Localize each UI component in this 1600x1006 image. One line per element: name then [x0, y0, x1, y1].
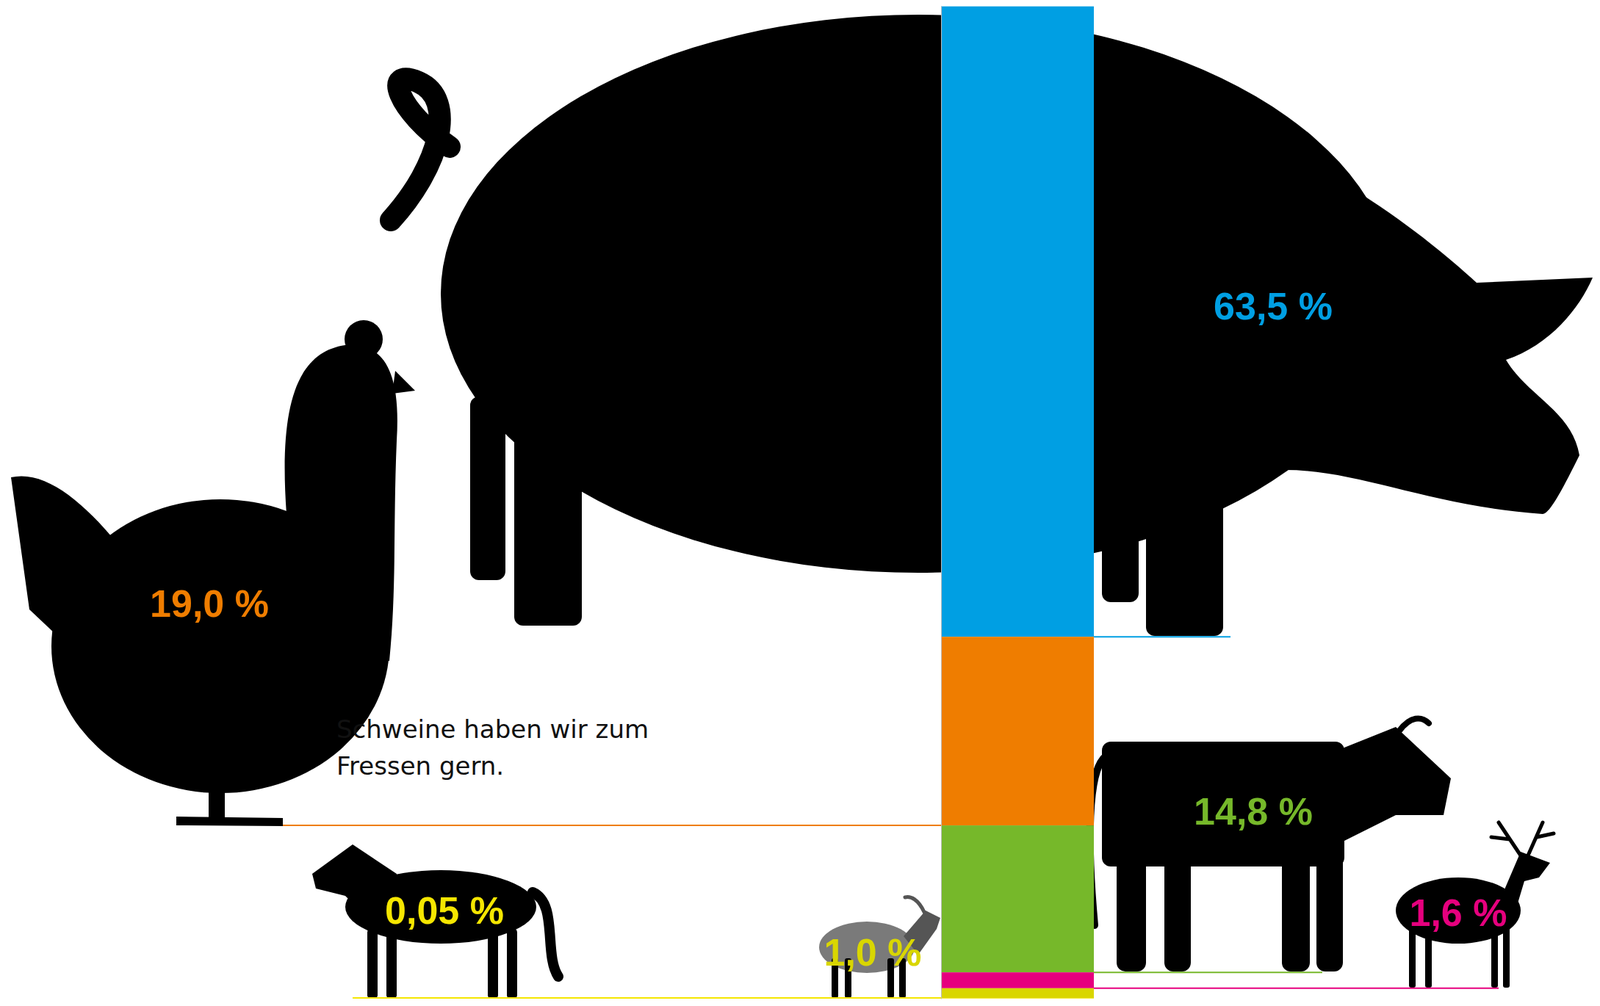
- cattle-leg: [1164, 844, 1191, 972]
- horse-tail: [532, 892, 559, 978]
- deer-antler: [1491, 822, 1554, 856]
- deer-leg: [1503, 925, 1510, 989]
- deer-body: [1395, 877, 1521, 944]
- data-label: 0,05 %: [384, 889, 504, 933]
- data-labels: 63,5 % 19,0 % 14,8 % 1,6 % 1,0 % 0,05 %: [149, 285, 1507, 975]
- leader-line: [1093, 988, 1499, 990]
- pig-leg: [1146, 411, 1224, 637]
- axis-line: [941, 6, 942, 1000]
- deer-leg: [1425, 925, 1432, 989]
- data-label: 14,8 %: [1193, 790, 1313, 834]
- y-axis: [941, 6, 942, 1000]
- deer-leg: [1491, 925, 1498, 989]
- leader-line: [1093, 636, 1231, 638]
- horse-leg: [506, 929, 518, 1000]
- data-label: 1,0 %: [824, 931, 922, 975]
- bar-segment: [941, 6, 1094, 638]
- cattle-leg: [1116, 844, 1147, 972]
- bar-segment: [941, 972, 1094, 989]
- bars: [941, 6, 1094, 1000]
- bar-segment: [941, 998, 1094, 1000]
- horse-head: [312, 844, 397, 933]
- leader-line: [1093, 971, 1323, 974]
- chicken-beak: [392, 370, 416, 394]
- pig-leg: [470, 396, 506, 581]
- cattle-horn: [1399, 718, 1429, 731]
- chicken-foot: [176, 816, 283, 827]
- deer-leg: [1408, 925, 1416, 989]
- bar-segment: [941, 636, 1094, 826]
- horse-leg: [487, 929, 499, 1000]
- goat-horn: [905, 897, 925, 913]
- pig-body: [440, 14, 1396, 574]
- cattle-leg: [1316, 844, 1343, 972]
- pig-leg: [514, 396, 582, 626]
- leader-lines: [282, 636, 1499, 999]
- chicken-comb: [344, 320, 383, 359]
- horse-leg: [367, 929, 378, 1000]
- annotation: Schweine haben wir zumFressen gern.: [336, 714, 649, 781]
- leader-line: [352, 997, 942, 1000]
- data-label: 63,5 %: [1213, 285, 1333, 328]
- silhouettes: [11, 14, 1593, 1000]
- leader-line: [282, 824, 942, 827]
- data-label: 19,0 %: [149, 582, 269, 626]
- horse-leg: [386, 929, 397, 1000]
- pig-tail: [390, 78, 450, 221]
- data-label: 1,6 %: [1409, 891, 1508, 935]
- chart: 63,5 % 19,0 % 14,8 % 1,6 % 1,0 % 0,05 % Schwei…: [0, 0, 1600, 1006]
- chicken-leg: [208, 756, 225, 823]
- bar-segment: [941, 825, 1094, 973]
- pig-leg: [1101, 411, 1139, 603]
- bar-segment: [941, 988, 1094, 1000]
- cattle-leg: [1281, 844, 1310, 972]
- cattle-head: [1322, 727, 1451, 845]
- chicken-neck: [257, 345, 398, 662]
